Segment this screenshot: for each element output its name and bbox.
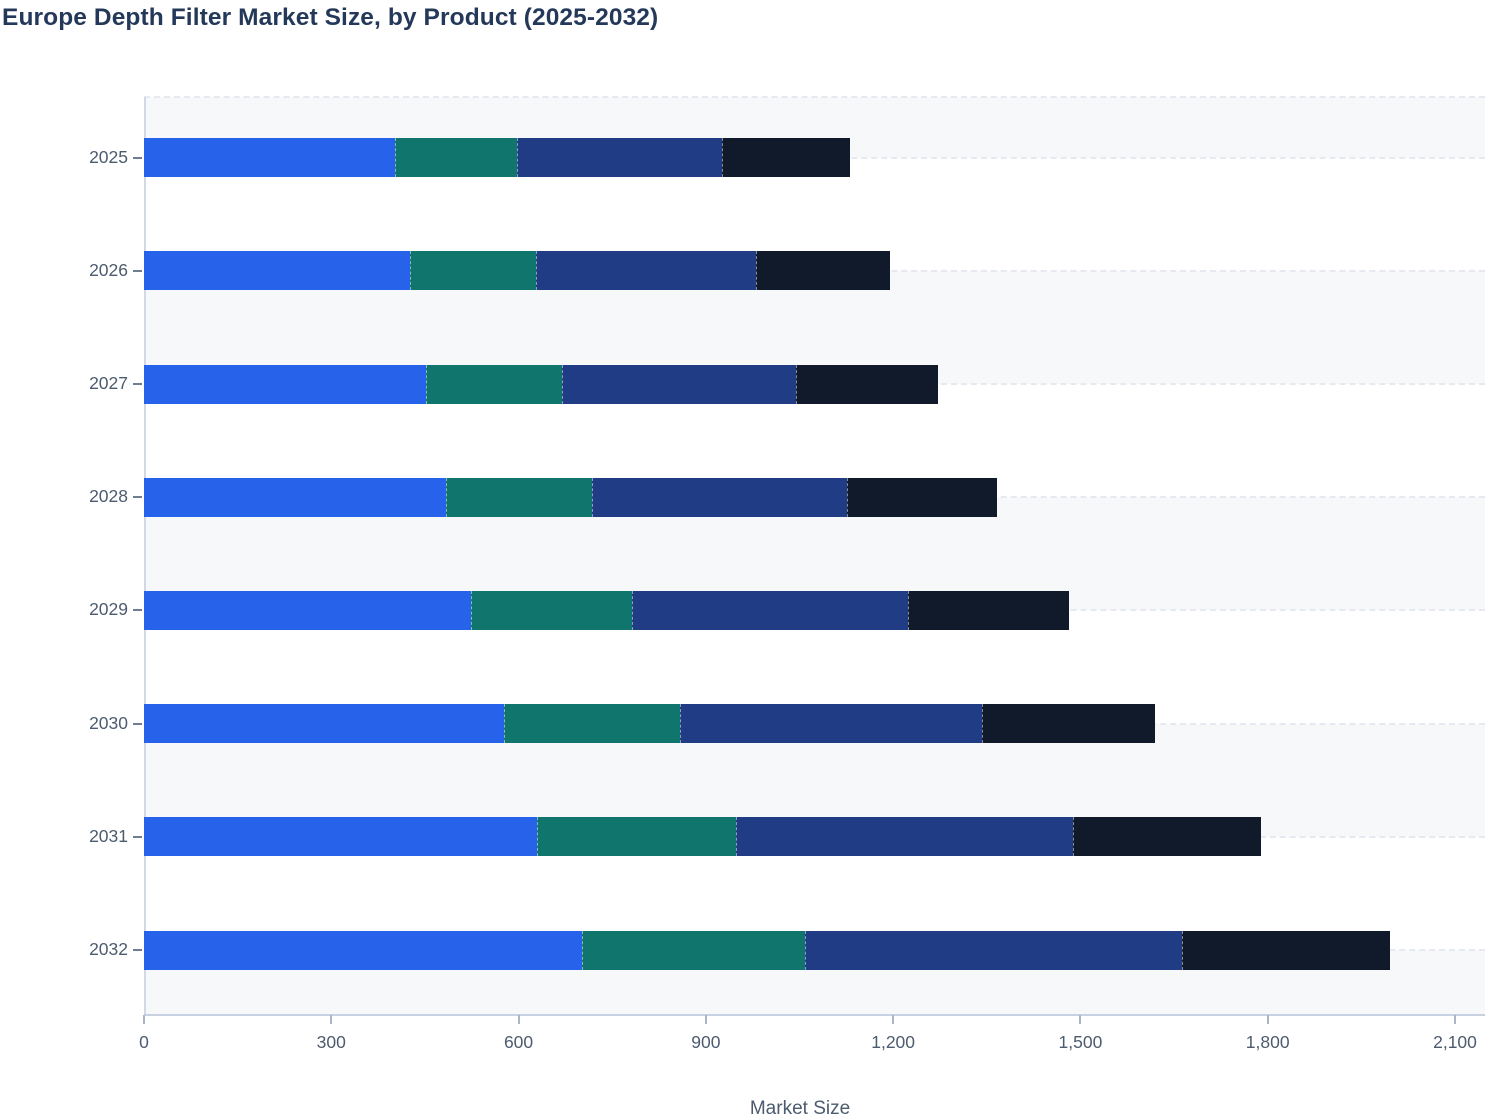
bar-segment-series-4 (755, 251, 890, 291)
bar-segment-series-2 (409, 251, 537, 291)
y-tick-mark (133, 722, 142, 725)
x-tick-mark (1079, 1015, 1082, 1024)
x-tick-mark (1454, 1015, 1456, 1024)
bar-segment-series-2 (537, 817, 736, 857)
x-tick-label: 300 (316, 1032, 346, 1052)
bar-segment-series-4 (908, 590, 1070, 630)
y-tick-label: 2031 (89, 825, 128, 846)
y-tick-mark (133, 496, 142, 499)
bar-segment-series-2 (394, 138, 517, 178)
y-tick-label: 2032 (89, 939, 128, 959)
bar-segment-series-1 (144, 590, 471, 630)
x-axis-line (144, 1014, 1485, 1016)
bar-2029 (144, 590, 1070, 630)
bar-2032 (144, 930, 1391, 970)
gridline (144, 96, 1485, 98)
y-tick-label: 2030 (89, 712, 128, 733)
bar-segment-series-3 (516, 138, 723, 178)
y-tick-label: 2025 (89, 146, 128, 167)
y-tick-mark (133, 383, 142, 385)
bar-2028 (144, 477, 997, 517)
x-tick-mark (1266, 1015, 1269, 1024)
bar-2027 (144, 364, 939, 404)
x-tick-mark (330, 1015, 333, 1024)
bar-segment-series-3 (536, 251, 756, 291)
bar-segment-series-1 (144, 930, 583, 970)
bar-segment-series-2 (470, 590, 632, 630)
bar-segment-series-3 (805, 930, 1183, 970)
bar-segment-series-4 (1072, 817, 1261, 857)
bar-segment-series-3 (562, 364, 797, 404)
y-tick-label: 2027 (89, 373, 128, 393)
y-tick-mark (133, 269, 142, 272)
bar-segment-series-3 (631, 590, 909, 630)
y-tick-label: 2028 (89, 486, 128, 507)
bar-2031 (144, 817, 1261, 857)
x-tick-label: 600 (503, 1032, 534, 1052)
y-tick-mark (133, 156, 142, 159)
x-tick-mark (704, 1015, 707, 1024)
bar-segment-series-2 (426, 364, 563, 404)
y-axis-line (144, 97, 146, 1015)
bar-segment-series-1 (144, 817, 538, 857)
bar-segment-series-4 (722, 138, 851, 178)
bar-segment-series-4 (982, 704, 1156, 744)
y-tick-label: 2029 (89, 599, 128, 620)
y-tick-label: 2026 (89, 259, 128, 280)
bar-segment-series-1 (144, 477, 446, 517)
bar-2025 (144, 138, 851, 178)
x-tick-label: 1,800 (1245, 1032, 1290, 1052)
bar-segment-series-1 (144, 251, 410, 291)
x-tick-label: 1,500 (1058, 1032, 1103, 1052)
bar-segment-series-2 (582, 930, 806, 970)
x-tick-mark (143, 1015, 145, 1024)
bar-segment-series-2 (504, 704, 681, 744)
y-tick-mark (133, 609, 142, 612)
bar-segment-series-4 (796, 364, 939, 404)
x-tick-mark (517, 1015, 520, 1024)
plot-area (144, 96, 1485, 1016)
y-tick-mark (133, 835, 142, 838)
bar-segment-series-3 (592, 477, 847, 517)
bar-segment-series-2 (445, 477, 593, 517)
x-tick-label: 2,100 (1433, 1032, 1477, 1052)
chart-title: Europe Depth Filter Market Size, by Prod… (2, 4, 659, 31)
y-tick-mark (133, 949, 142, 951)
bar-2026 (144, 251, 890, 291)
bar-segment-series-4 (1182, 930, 1391, 970)
bar-segment-series-1 (144, 704, 505, 744)
x-tick-label: 1,200 (871, 1032, 916, 1052)
bar-segment-series-4 (846, 477, 997, 517)
bar-segment-series-1 (144, 138, 395, 178)
bar-2030 (144, 704, 1156, 744)
bar-segment-series-3 (735, 817, 1073, 857)
x-tick-label: 900 (691, 1032, 721, 1052)
x-axis-title: Market Size (749, 1098, 851, 1119)
bar-segment-series-1 (144, 364, 427, 404)
x-tick-mark (892, 1015, 895, 1024)
bar-segment-series-3 (680, 704, 983, 744)
x-tick-label: 0 (139, 1032, 149, 1052)
